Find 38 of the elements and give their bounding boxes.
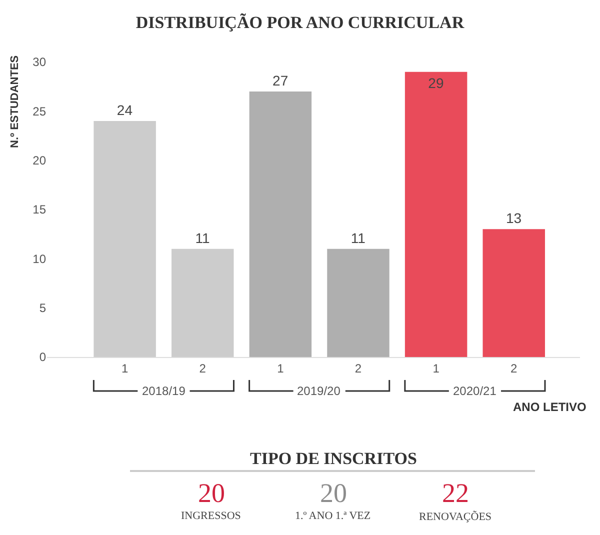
bar <box>327 248 390 357</box>
text: 2018/19 <box>142 384 186 398</box>
y-tick-label: 0 <box>39 350 46 364</box>
data-label: 29 <box>428 74 444 91</box>
y-tick-label: 20 <box>32 154 46 168</box>
text: 2019/20 <box>297 384 341 398</box>
y-tick-label: 30 <box>32 55 46 70</box>
x-tick-label: 1 <box>432 361 440 376</box>
y-axis-title: N.º ESTUDANTES <box>9 55 21 148</box>
data-label: 13 <box>506 210 522 226</box>
bar <box>94 121 156 357</box>
data-label: 22 <box>442 478 469 508</box>
category-label: INGRESSOS <box>181 510 241 522</box>
x-tick-label: 2 <box>354 361 362 376</box>
y-tick-label: 25 <box>32 104 46 118</box>
data-label: 20 <box>198 478 225 508</box>
data-label: 27 <box>272 72 288 88</box>
y-tick-label: 5 <box>39 301 46 316</box>
x-axis-title: ANO LETIVO <box>513 400 586 414</box>
bar <box>404 72 468 357</box>
text: TIPO DE INSCRITOS <box>250 449 417 468</box>
y-tick-label: 15 <box>32 202 46 217</box>
data-label: 20 <box>320 478 347 508</box>
data-label: 11 <box>350 230 366 246</box>
bar <box>482 229 545 357</box>
bar <box>249 92 312 357</box>
x-tick-label: 2 <box>510 361 518 376</box>
x-tick-label: 1 <box>121 361 128 376</box>
chart-title: DISTRIBUIÇÃO POR ANO CURRICULAR <box>136 12 465 32</box>
category-label: 1.º ANO 1.ª VEZ <box>295 510 371 522</box>
data-label: 24 <box>116 102 133 118</box>
x-tick-label: 1 <box>277 361 284 376</box>
category-label: RENOVAÇÕES <box>419 510 492 523</box>
x-tick-label: 2 <box>199 361 206 376</box>
bar <box>172 248 234 357</box>
text: 2020/21 <box>453 384 497 398</box>
data-label: 11 <box>195 230 210 246</box>
y-tick-label: 10 <box>32 252 46 266</box>
